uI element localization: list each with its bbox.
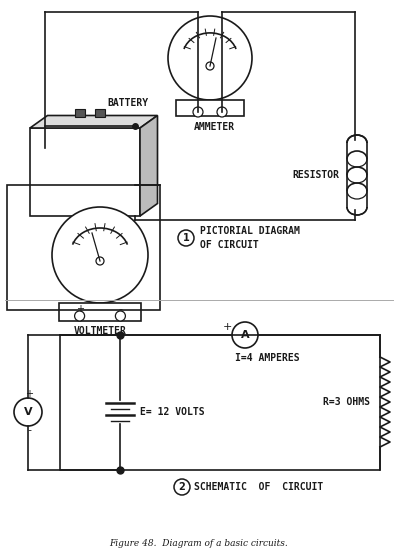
Text: PICTORIAL DIAGRAM: PICTORIAL DIAGRAM — [200, 226, 300, 236]
Circle shape — [115, 311, 125, 321]
Text: +: + — [76, 304, 84, 314]
Text: -: - — [27, 425, 31, 435]
Text: VOLTMETER: VOLTMETER — [74, 326, 127, 336]
Text: E= 12 VOLTS: E= 12 VOLTS — [140, 407, 205, 417]
Text: SCHEMATIC  OF  CIRCUIT: SCHEMATIC OF CIRCUIT — [194, 482, 323, 492]
Polygon shape — [30, 116, 158, 128]
Circle shape — [168, 16, 252, 100]
Text: +: + — [25, 389, 33, 399]
Circle shape — [14, 398, 42, 426]
Text: +: + — [222, 322, 232, 332]
Bar — [59, 303, 141, 321]
Text: I=4 AMPERES: I=4 AMPERES — [235, 353, 300, 363]
Text: BATTERY: BATTERY — [107, 98, 148, 107]
Bar — [95, 109, 105, 116]
Circle shape — [74, 311, 85, 321]
Circle shape — [193, 107, 203, 117]
Bar — [30, 128, 140, 216]
Text: RESISTOR: RESISTOR — [292, 170, 339, 180]
Text: 1: 1 — [183, 233, 189, 243]
Text: -: - — [118, 304, 123, 314]
Circle shape — [96, 257, 104, 265]
Circle shape — [232, 322, 258, 348]
Text: 2: 2 — [179, 482, 185, 492]
Bar — [176, 100, 244, 116]
Circle shape — [52, 207, 148, 303]
Circle shape — [217, 107, 227, 117]
Text: R=3 OHMS: R=3 OHMS — [323, 397, 370, 407]
Text: V: V — [24, 407, 32, 417]
Text: A: A — [241, 330, 249, 340]
Text: AMMETER: AMMETER — [193, 122, 234, 132]
Bar — [7, 185, 160, 310]
Text: OF CIRCUIT: OF CIRCUIT — [200, 240, 259, 250]
Circle shape — [206, 62, 214, 70]
Bar — [75, 109, 85, 116]
Polygon shape — [140, 116, 158, 216]
Text: Figure 48.  Diagram of a basic circuits.: Figure 48. Diagram of a basic circuits. — [109, 538, 289, 548]
